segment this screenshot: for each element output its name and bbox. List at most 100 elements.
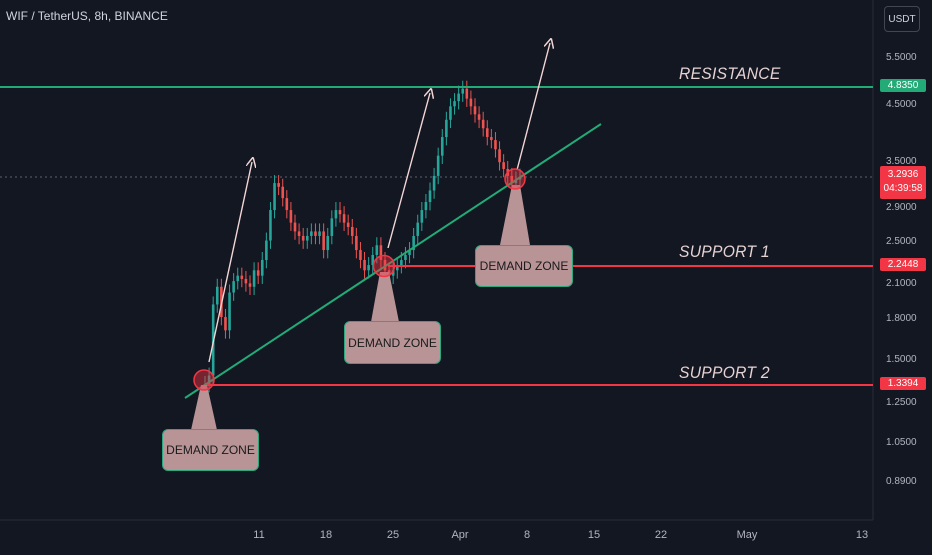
- candle-body: [277, 183, 280, 187]
- price-tick: 2.5000: [886, 236, 917, 247]
- candle-body: [334, 210, 338, 219]
- candle-body: [420, 210, 424, 223]
- price-axis-ticks[interactable]: 5.5000 4.5000 3.5000 2.9000 2.5000 2.100…: [886, 52, 917, 487]
- candle-body: [371, 254, 375, 266]
- bar-countdown: 04:39:58: [883, 183, 923, 194]
- price-tick: 1.0500: [886, 437, 917, 448]
- time-tick: 25: [387, 529, 399, 541]
- candle-body: [330, 218, 334, 236]
- candle-series: [203, 80, 522, 398]
- demand-zone-callout-1[interactable]: DEMAND ZONE: [162, 429, 259, 471]
- candle-body: [355, 235, 358, 251]
- time-tick: 15: [588, 529, 600, 541]
- candle-body: [465, 88, 469, 99]
- candle-body: [256, 270, 260, 276]
- resistance-annotation[interactable]: RESISTANCE: [679, 64, 781, 83]
- candle-body: [342, 214, 346, 223]
- candle-body: [260, 259, 264, 276]
- demand-zone-callout-2[interactable]: DEMAND ZONE: [344, 321, 441, 364]
- price-tick: 2.1000: [886, 278, 917, 289]
- candle-body: [391, 270, 395, 276]
- candle-body: [477, 114, 481, 120]
- candle-body: [379, 245, 383, 260]
- projection-arrow-2[interactable]: [387, 93, 430, 249]
- candle-body: [412, 235, 415, 251]
- support-2-price-label: 1.3394: [880, 377, 926, 390]
- candle-body: [322, 231, 325, 251]
- price-tick: 2.9000: [886, 202, 917, 213]
- candle-body: [289, 210, 293, 223]
- candle-body: [269, 210, 272, 241]
- price-tick: 1.2500: [886, 397, 917, 408]
- candle-body: [338, 210, 342, 215]
- support-2-annotation[interactable]: SUPPORT 2: [679, 363, 770, 382]
- time-tick: 13: [856, 529, 868, 541]
- time-axis-ticks[interactable]: 11 18 25 Apr 8 15 22 May 13: [253, 529, 868, 541]
- candle-body: [408, 250, 411, 255]
- demand-zone-marker-3[interactable]: [504, 168, 526, 190]
- resistance-price-label: 4.8350: [880, 79, 926, 92]
- price-tick: 0.8900: [886, 476, 917, 487]
- candle-body: [252, 270, 256, 287]
- time-tick: Apr: [451, 529, 468, 541]
- support-1-annotation[interactable]: SUPPORT 1: [679, 242, 770, 261]
- demand-zone-marker-1[interactable]: [193, 369, 215, 391]
- current-price-label: 3.2936 04:39:58: [880, 166, 926, 199]
- callout-pointer-2: [371, 272, 399, 322]
- candle-body: [305, 235, 309, 241]
- candle-body: [232, 281, 235, 293]
- time-tick: 18: [320, 529, 332, 541]
- candle-body: [363, 259, 366, 271]
- time-tick: 22: [655, 529, 667, 541]
- candle-body: [265, 240, 268, 260]
- price-tick: 3.5000: [886, 156, 917, 167]
- candle-body: [481, 119, 485, 129]
- candle-body: [281, 186, 285, 199]
- projection-arrow-3[interactable]: [516, 43, 550, 171]
- candle-body: [224, 317, 227, 331]
- candle-body: [318, 231, 321, 236]
- candle-body: [240, 275, 244, 279]
- candle-body: [494, 140, 497, 150]
- candle-body: [207, 375, 211, 385]
- candle-body: [301, 235, 305, 241]
- candle-body: [375, 245, 379, 255]
- price-tick: 1.8000: [886, 313, 917, 324]
- candle-body: [457, 93, 460, 102]
- candle-body: [367, 265, 370, 271]
- callout-pointer-1: [191, 385, 217, 430]
- candle-body: [273, 183, 276, 211]
- candle-body: [314, 231, 317, 236]
- price-tick: 5.5000: [886, 52, 917, 63]
- candle-body: [498, 149, 501, 163]
- demand-zone-callout-3[interactable]: DEMAND ZONE: [475, 245, 573, 287]
- candle-body: [514, 179, 518, 184]
- candle-body: [510, 175, 514, 184]
- symbol-title[interactable]: WIF / TetherUS, 8h, BINANCE: [6, 9, 168, 23]
- demand-zone-marker-2[interactable]: [372, 254, 396, 278]
- candle-body: [461, 88, 465, 94]
- price-tick: 4.5000: [886, 99, 917, 110]
- candle-body: [469, 98, 473, 107]
- candle-body: [285, 198, 289, 211]
- candle-body: [473, 106, 477, 115]
- candle-body: [485, 128, 489, 138]
- callout-pointer-3: [500, 185, 530, 245]
- candle-body: [445, 119, 448, 138]
- time-tick: 11: [253, 529, 264, 541]
- candle-body: [293, 222, 297, 232]
- candle-body: [236, 275, 240, 282]
- candle-body: [449, 106, 452, 120]
- candle-body: [428, 190, 432, 203]
- projection-arrow-1[interactable]: [208, 162, 252, 363]
- candle-body: [490, 137, 493, 141]
- time-tick: May: [737, 529, 758, 541]
- candle-body: [436, 155, 440, 176]
- candle-body: [502, 162, 505, 169]
- currency-button[interactable]: USDT: [884, 6, 920, 32]
- current-price-value: 3.2936: [887, 169, 919, 180]
- price-tick: 1.5000: [886, 354, 917, 365]
- time-tick: 8: [524, 529, 530, 541]
